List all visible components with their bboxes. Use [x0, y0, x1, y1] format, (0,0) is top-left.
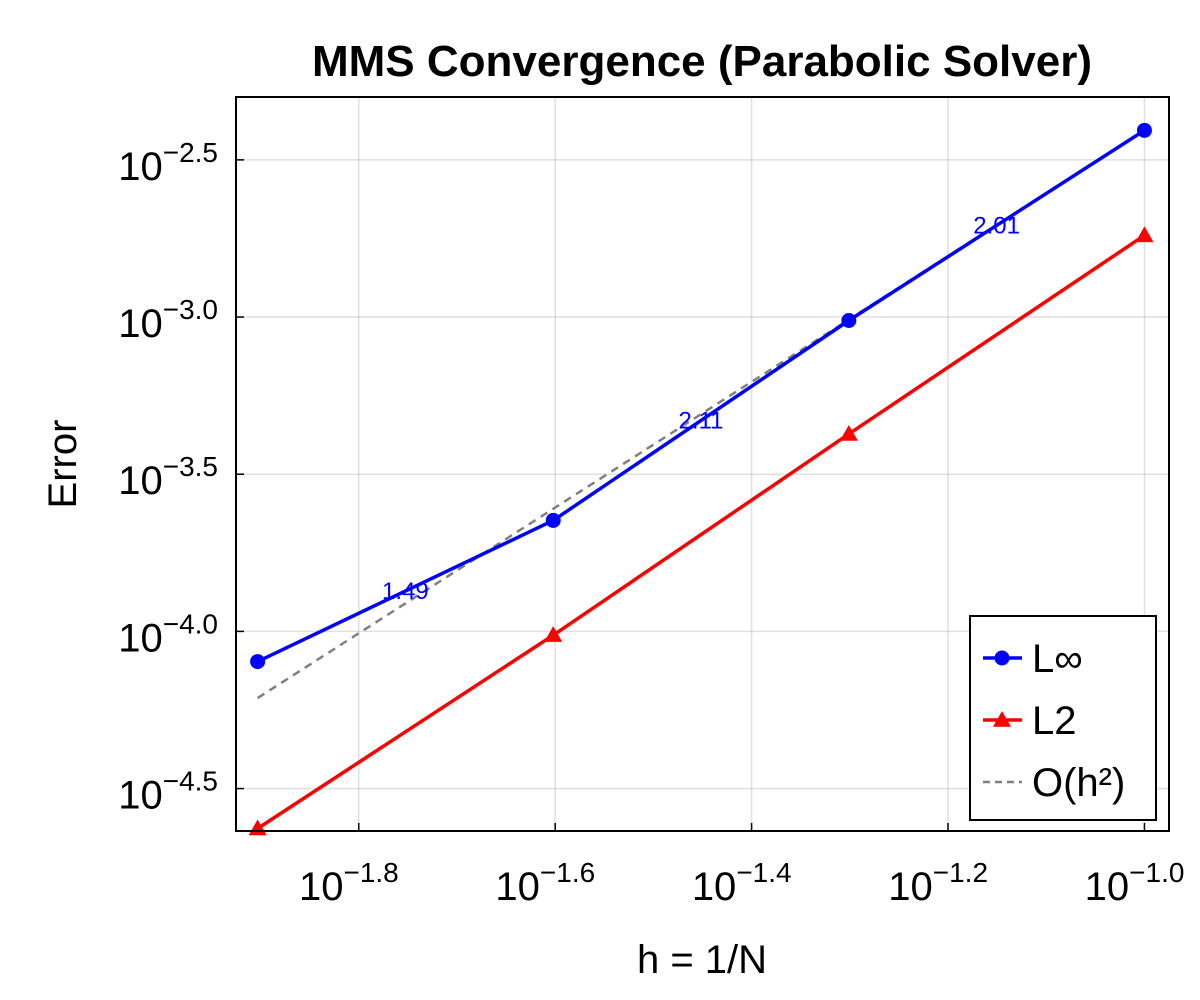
legend-label-linf: L∞	[1032, 637, 1083, 681]
x-tick-label: 10−1.2	[888, 857, 988, 909]
y-tick-label: 10−3.0	[118, 294, 218, 346]
x-tick-label: 10−1.4	[692, 857, 792, 909]
x-tick-label: 10−1.6	[495, 857, 595, 909]
x-tick-label: 10−1.0	[1085, 857, 1185, 909]
chart-title: MMS Convergence (Parabolic Solver)	[312, 37, 1092, 86]
legend-marker-linf	[994, 650, 1010, 666]
data-point-linf	[250, 654, 266, 670]
series-line-ref-order2	[256, 129, 1146, 700]
data-point-linf	[1136, 122, 1152, 138]
series-line-linf	[256, 128, 1146, 664]
y-tick-label: 10−3.5	[118, 451, 218, 503]
x-axis-label: h = 1/N	[637, 938, 767, 982]
annotation-layer: 1.49 2.11 2.01	[382, 212, 1020, 605]
x-tick-label: 10−1.8	[299, 857, 399, 909]
legend-marker-l2	[993, 711, 1011, 727]
y-tick-label: 10−2.5	[118, 137, 218, 189]
data-point-l2	[544, 626, 563, 642]
data-point-linf	[545, 512, 561, 528]
data-point-linf	[841, 313, 857, 329]
legend-label-l2: L2	[1032, 699, 1077, 743]
y-tick-label: 10−4.0	[118, 608, 218, 660]
series-layer	[248, 122, 1154, 836]
slope-annotation: 2.01	[973, 212, 1020, 239]
y-axis-label: Error	[41, 420, 85, 509]
tick-layer: 10−1.8 10−1.6 10−1.4 10−1.2 10−1.0 10−2.5 10−3…	[118, 137, 1184, 909]
data-point-l2	[1135, 226, 1154, 243]
legend-label-ref-order2: O(h²)	[1032, 761, 1125, 805]
slope-annotation: 2.11	[679, 407, 724, 434]
series-line-l2	[256, 233, 1146, 830]
y-tick-label: 10−4.5	[118, 766, 218, 818]
slope-annotation: 1.49	[382, 578, 429, 605]
plot-frame	[235, 96, 1170, 832]
data-point-l2	[839, 424, 858, 441]
data-point-l2	[248, 819, 267, 836]
legend: L∞ L2 O(h²)	[969, 615, 1157, 821]
